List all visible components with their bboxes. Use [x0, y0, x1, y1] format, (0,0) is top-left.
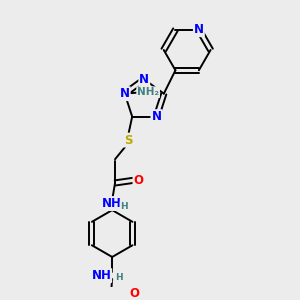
Text: NH: NH	[92, 269, 111, 282]
Text: O: O	[134, 174, 143, 187]
Text: S: S	[124, 134, 132, 147]
Text: NH₂: NH₂	[137, 87, 159, 97]
Text: N: N	[194, 23, 204, 36]
Text: N: N	[152, 110, 161, 123]
Text: NH: NH	[102, 197, 122, 210]
Text: H: H	[115, 273, 122, 282]
Text: O: O	[129, 287, 139, 300]
Text: H: H	[120, 202, 128, 211]
Text: N: N	[139, 73, 149, 86]
Text: N: N	[120, 87, 130, 100]
